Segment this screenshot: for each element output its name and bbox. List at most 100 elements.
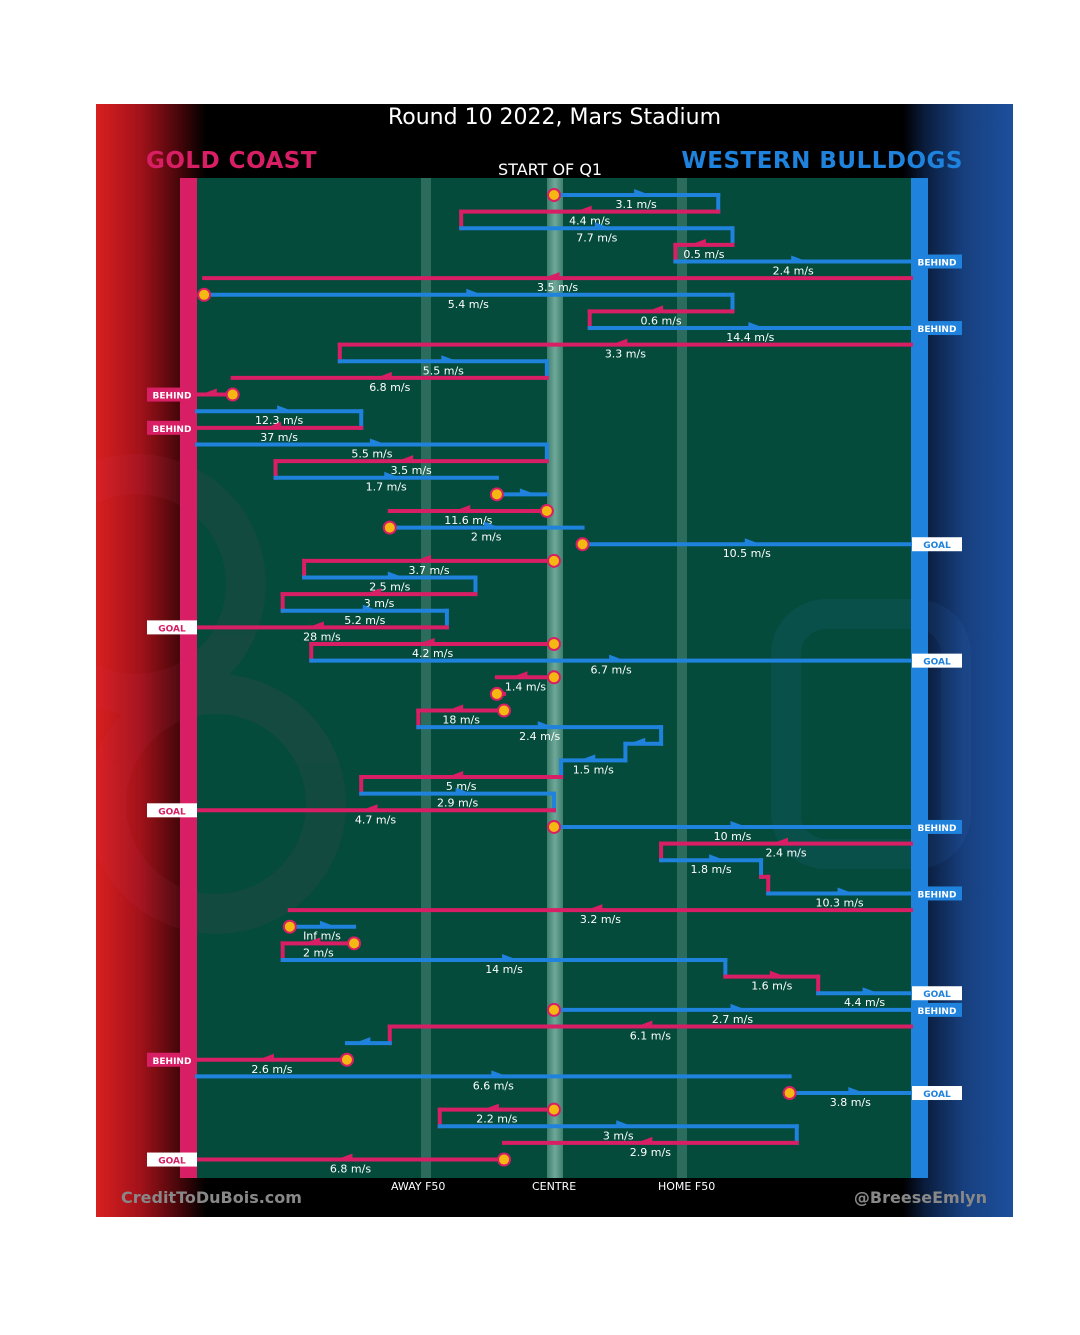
chain-direction-arrow <box>586 904 603 911</box>
chain-start-marker <box>347 936 362 951</box>
watermark-right <box>771 599 971 869</box>
chain-speed-label: 14 m/s <box>485 963 523 976</box>
outcome-badge <box>912 537 962 552</box>
chain-direction-arrow <box>772 837 789 844</box>
chain-start-marker <box>547 1102 561 1117</box>
chain-speed-label: 2.4 m/s <box>765 847 806 860</box>
chain-speed-label: 6.8 m/s <box>330 1163 371 1176</box>
chain-segment <box>344 1037 392 1046</box>
chain-speed-label: 11.6 m/s <box>444 514 492 527</box>
chain-direction-arrow <box>361 804 378 811</box>
axis-label-away-f50: AWAY F50 <box>391 1180 446 1193</box>
chain-direction-arrow <box>511 671 528 678</box>
credit-author: @BreeseEmlyn <box>853 1188 987 1207</box>
chain-start-marker <box>547 188 561 202</box>
chain-start-marker <box>382 520 397 535</box>
chain-speed-label: 2.9 m/s <box>630 1146 671 1159</box>
chain-direction-arrow <box>387 571 404 578</box>
chain-direction-arrow <box>543 272 560 279</box>
chain-speed-label: 10 m/s <box>714 830 752 843</box>
chain-start-marker <box>547 1002 561 1017</box>
chain-direction-arrow <box>575 205 592 212</box>
chain-start-marker <box>497 1152 512 1167</box>
chart-frame: 3.1 m/s 4.4 m/s 7.7 m/s 0.5 m/s 2.4 m/s BEHIN… <box>96 104 1013 1217</box>
chain-segment: 1.8 m/s <box>659 854 764 879</box>
chain-direction-arrow <box>537 721 554 728</box>
chain-segment: 2.9 m/s <box>359 787 556 813</box>
team-gold-coast: GOLD COAST <box>146 148 318 174</box>
chain-speed-label: 6.1 m/s <box>630 1030 671 1043</box>
chain-speed-label: 6.6 m/s <box>473 1079 514 1092</box>
chain-speed-label: 3.5 m/s <box>391 464 432 477</box>
chain-speed-label: 2.7 m/s <box>712 1013 753 1026</box>
chain-direction-arrow <box>369 438 386 445</box>
chain-segment: 0.5 m/s <box>673 238 735 264</box>
chain-start-marker <box>489 487 504 502</box>
chain-direction-arrow <box>257 1053 274 1060</box>
chain-start-marker <box>547 637 561 652</box>
chain-start-marker <box>539 503 554 518</box>
chain-speed-label: 10.3 m/s <box>816 896 864 909</box>
chain-start-marker <box>575 537 590 552</box>
axis-label-centre: CENTRE <box>532 1180 577 1193</box>
chain-direction-arrow <box>362 604 379 611</box>
chain-segment: 28 m/s GOAL <box>147 620 449 643</box>
chain-segment: 2.4 m/s <box>659 837 913 863</box>
chain-segment: 3.8 m/s GOAL <box>787 1086 962 1109</box>
outcome-badge-label: BEHIND <box>918 890 957 900</box>
chain-speed-label: 4.4 m/s <box>844 996 885 1009</box>
chain-start-marker <box>197 287 212 302</box>
chain-segment: 5 m/s <box>359 771 564 796</box>
chain-segment: 7.7 m/s <box>459 222 735 247</box>
chain-speed-label: 6.7 m/s <box>591 664 632 677</box>
chain-speed-label: 4.2 m/s <box>412 647 453 660</box>
chain-speed-label: 2.9 m/s <box>437 797 478 810</box>
chain-segment: 6.8 m/s GOAL <box>147 1152 507 1176</box>
chain-segment: 4.2 m/s <box>309 638 556 663</box>
chain-segment: 2.9 m/s <box>502 1136 799 1159</box>
chain-start-marker <box>489 686 504 701</box>
chain-segment: 12.3 m/s <box>195 405 364 430</box>
chain-start-marker <box>547 819 561 834</box>
chain-segment: 1.6 m/s <box>723 970 821 996</box>
watermark-left <box>96 454 346 934</box>
chain-speed-label: 4.7 m/s <box>355 813 396 826</box>
chain-direction-arrow <box>519 488 536 495</box>
chain-direction-arrow <box>441 355 458 362</box>
chain-speed-label: 1.7 m/s <box>366 481 407 494</box>
chain-speed-label: 28 m/s <box>303 630 341 643</box>
chain-start-marker <box>547 670 561 685</box>
chain-segment <box>759 874 771 896</box>
chain-speed-label: 3.1 m/s <box>616 198 657 211</box>
outcome-badge <box>147 1152 197 1167</box>
chain-direction-arrow <box>200 388 217 395</box>
home-f50-band <box>677 178 687 1178</box>
outcome-badge <box>912 819 962 834</box>
chain-segment: 3 m/s <box>437 1120 799 1145</box>
outcome-badge-label: BEHIND <box>918 1007 957 1017</box>
outcome-badge <box>912 986 962 1001</box>
chain-direction-arrow <box>482 1103 499 1110</box>
outcome-badge-label: BEHIND <box>918 259 957 269</box>
chain-segment: 2.2 m/s <box>437 1103 556 1129</box>
chain-speed-label: 5.5 m/s <box>351 447 392 460</box>
chain-segments: 3.1 m/s 4.4 m/s 7.7 m/s 0.5 m/s 2.4 m/s BEHIN… <box>147 188 962 1176</box>
outcome-badge-label: GOAL <box>923 658 951 668</box>
outcome-badge <box>912 254 962 269</box>
chain-segment: 3.3 m/s <box>337 338 913 364</box>
chain-direction-arrow <box>689 238 706 245</box>
outcome-badge-label: BEHIND <box>153 392 192 402</box>
chain-direction-arrow <box>375 371 392 378</box>
outcome-badge-label: GOAL <box>923 1090 951 1100</box>
chain-start-marker <box>225 387 240 402</box>
chain-segment: 3 m/s <box>280 588 478 613</box>
chain-speed-label: 3 m/s <box>603 1129 634 1142</box>
outcome-badge-label: BEHIND <box>918 824 957 834</box>
chain-speed-label: 2.6 m/s <box>251 1063 292 1076</box>
chain-speed-label: 1.5 m/s <box>573 763 614 776</box>
outcome-badge-label: GOAL <box>158 1157 186 1167</box>
start-label: START OF Q1 <box>498 160 603 179</box>
chain-direction-arrow <box>455 787 472 794</box>
chain-segment: 2.4 m/s BEHIND <box>673 254 962 278</box>
chain-start-marker <box>339 1052 354 1067</box>
